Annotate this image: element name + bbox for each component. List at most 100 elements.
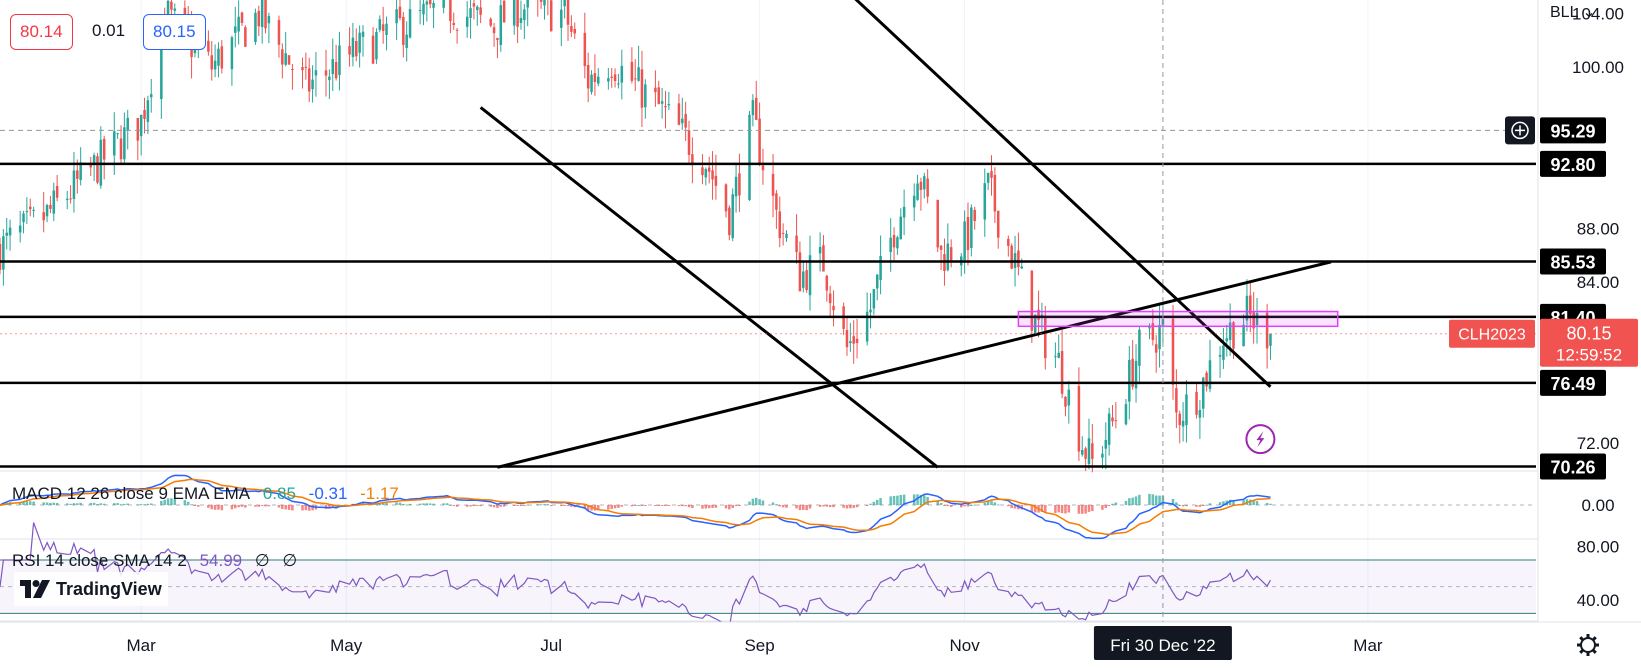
candle-body: [1124, 404, 1128, 425]
macd-histogram-bar: [1138, 494, 1141, 505]
macd-histogram-bar: [52, 502, 56, 505]
candle-body: [889, 237, 892, 253]
candle-body: [143, 109, 146, 119]
candle-body: [378, 19, 382, 30]
macd-histogram-bar: [1114, 502, 1118, 505]
macd-histogram-bar: [825, 505, 829, 507]
macd-histogram-bar: [492, 505, 496, 508]
level-price-tag: [1540, 150, 1606, 177]
candle-body: [1242, 324, 1245, 347]
candle-body: [428, 0, 432, 5]
macd-histogram-bar: [960, 505, 963, 508]
macd-histogram-bar: [230, 505, 234, 510]
macd-histogram-bar: [267, 505, 271, 507]
candle-body: [711, 170, 714, 180]
macd-histogram-bar: [1084, 505, 1087, 514]
time-tick-label: Sep: [744, 636, 774, 655]
macd-histogram-bar: [654, 505, 657, 506]
macd-histogram-bar: [704, 505, 708, 509]
candle-body: [465, 16, 469, 27]
macd-histogram-bar: [738, 505, 741, 506]
candle-body: [25, 211, 29, 213]
candle-body: [395, 9, 398, 24]
macd-histogram-bar: [49, 502, 52, 505]
candle-body: [492, 27, 496, 34]
macd-histogram-bar: [79, 502, 82, 505]
candle-body: [149, 94, 153, 98]
macd-histogram-bar: [281, 505, 284, 510]
macd-histogram-bar: [1067, 505, 1071, 513]
candle-body: [408, 9, 412, 38]
candle-body: [751, 100, 755, 116]
candle-body: [966, 216, 970, 251]
candle-body: [1245, 295, 1249, 321]
level-price-tag-text: 95.29: [1550, 121, 1595, 141]
macd-histogram-bar: [1044, 505, 1047, 513]
macd-histogram-bar: [822, 505, 825, 507]
macd-histogram-bar: [1222, 501, 1225, 505]
macd-histogram-bar: [136, 504, 140, 506]
macd-histogram-bar: [546, 504, 550, 506]
macd-histogram-bar: [677, 505, 681, 507]
candle-body: [284, 53, 287, 65]
macd-legend[interactable]: MACD 12 26 close 9 EMA EMA 0.85 -0.31 -1…: [12, 484, 407, 504]
candle-body: [654, 87, 657, 93]
candle-body: [1033, 314, 1037, 334]
candle-body: [852, 336, 855, 344]
sell-price-button[interactable]: 80.14: [10, 14, 73, 50]
candle-body: [1222, 345, 1225, 360]
candle-body: [1020, 266, 1024, 269]
macd-histogram-bar: [734, 505, 738, 507]
candle-body: [452, 23, 456, 25]
candle-body: [348, 46, 351, 55]
candle-body: [217, 48, 220, 66]
buy-price-button[interactable]: 80.15: [143, 14, 206, 50]
macd-histogram-bar: [331, 505, 335, 508]
level-price-tag: [1540, 453, 1606, 480]
macd-histogram-bar: [183, 500, 187, 505]
rsi-line: [0, 522, 1272, 630]
rsi-legend[interactable]: RSI 14 close SMA 14 2 54.99 ∅ ∅: [12, 551, 305, 571]
macd-histogram-bar: [748, 501, 751, 505]
trendline: [479, 106, 939, 469]
macd-histogram-bar: [751, 498, 755, 505]
candle-body: [496, 37, 499, 41]
macd-histogram-bar: [432, 503, 435, 505]
candle-body: [701, 167, 704, 176]
candle-body: [499, 5, 503, 45]
macd-histogram-bar: [207, 505, 210, 508]
gear-icon[interactable]: [1577, 634, 1599, 656]
macd-histogram-bar: [597, 505, 600, 511]
candle-body: [113, 131, 116, 156]
candle-body: [808, 255, 812, 296]
macd-histogram-bar: [775, 504, 778, 506]
macd-histogram-bar: [385, 502, 388, 505]
macd-histogram-bar: [398, 502, 402, 505]
candle-body: [489, 18, 492, 26]
trendline: [854, 0, 1272, 388]
macd-signal-line: [0, 478, 1271, 536]
macd-histogram-bar: [879, 498, 882, 505]
candle-body: [455, 29, 459, 31]
candle-body: [257, 10, 261, 27]
candle-body: [139, 114, 143, 137]
tradingview-logo[interactable]: TradingView: [14, 572, 168, 606]
macd-histogram-bar: [402, 503, 405, 505]
scale-menu-button[interactable]: BLL ⌄: [1550, 2, 1596, 22]
macd-histogram-bar: [936, 500, 939, 505]
candle-body: [707, 167, 711, 172]
macd-line-value: -0.31: [308, 484, 348, 503]
macd-histogram-bar: [220, 505, 224, 511]
candle-body: [92, 155, 96, 164]
macd-histogram-bar: [1201, 505, 1205, 506]
macd-histogram-bar: [143, 504, 146, 506]
time-tick-label: Nov: [950, 636, 981, 655]
candle-body: [516, 0, 519, 27]
candle-body: [230, 37, 234, 70]
macd-histogram-bar: [549, 505, 553, 506]
level-price-tag-text: 70.26: [1550, 458, 1595, 478]
macd-histogram-bar: [990, 501, 993, 505]
candle-body: [254, 12, 257, 43]
candle-body: [1181, 420, 1185, 427]
